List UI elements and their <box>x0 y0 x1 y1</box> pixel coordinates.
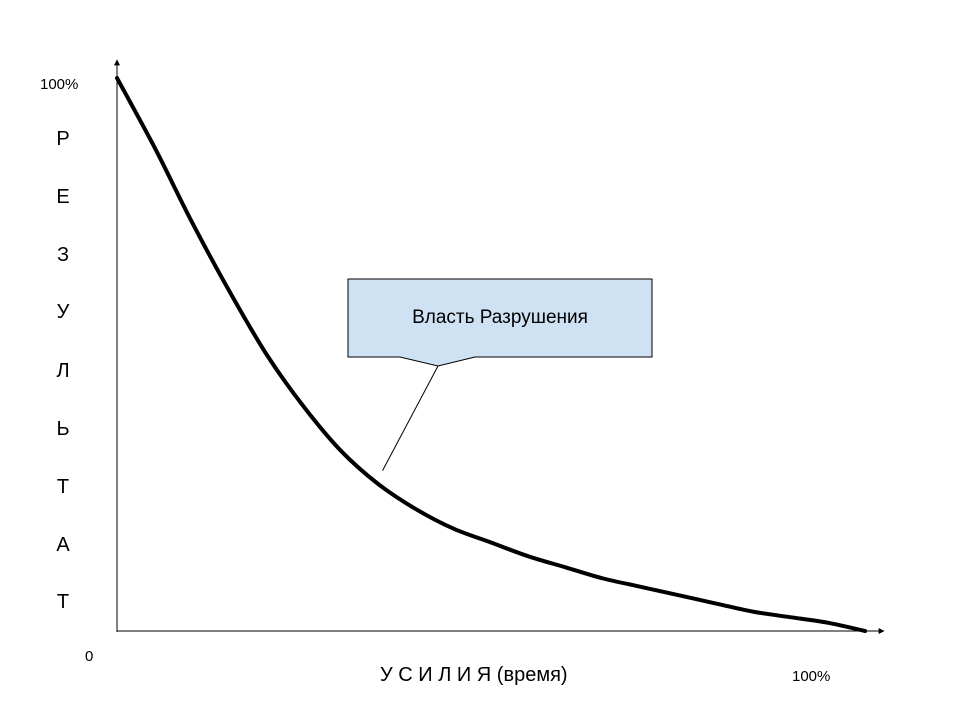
y-axis-label-letter: У <box>56 301 70 323</box>
annotation-text: Власть Разрушения <box>412 307 588 328</box>
y-axis-label-letter: А <box>56 534 70 556</box>
callout-box <box>347 278 653 367</box>
y-tick-max-label: 100% <box>40 76 79 93</box>
series-line <box>115 76 867 633</box>
y-axis-label-letter: Ь <box>56 418 70 440</box>
y-axis-label-letter: Т <box>56 476 70 498</box>
y-axis-label-letter: Р <box>56 128 70 150</box>
y-axis-label-letter: Т <box>56 591 70 613</box>
y-axis-label-letter: Е <box>56 186 70 208</box>
callout-leader-line <box>382 365 439 471</box>
x-axis-label: У С И Л И Я (время) <box>380 664 568 686</box>
annotation-callout <box>347 278 653 471</box>
y-axis-label-letter: З <box>56 244 70 266</box>
x-tick-max-label: 100% <box>792 668 831 685</box>
origin-tick-label: 0 <box>85 648 94 665</box>
y-axis-label-letter: Л <box>56 360 70 382</box>
